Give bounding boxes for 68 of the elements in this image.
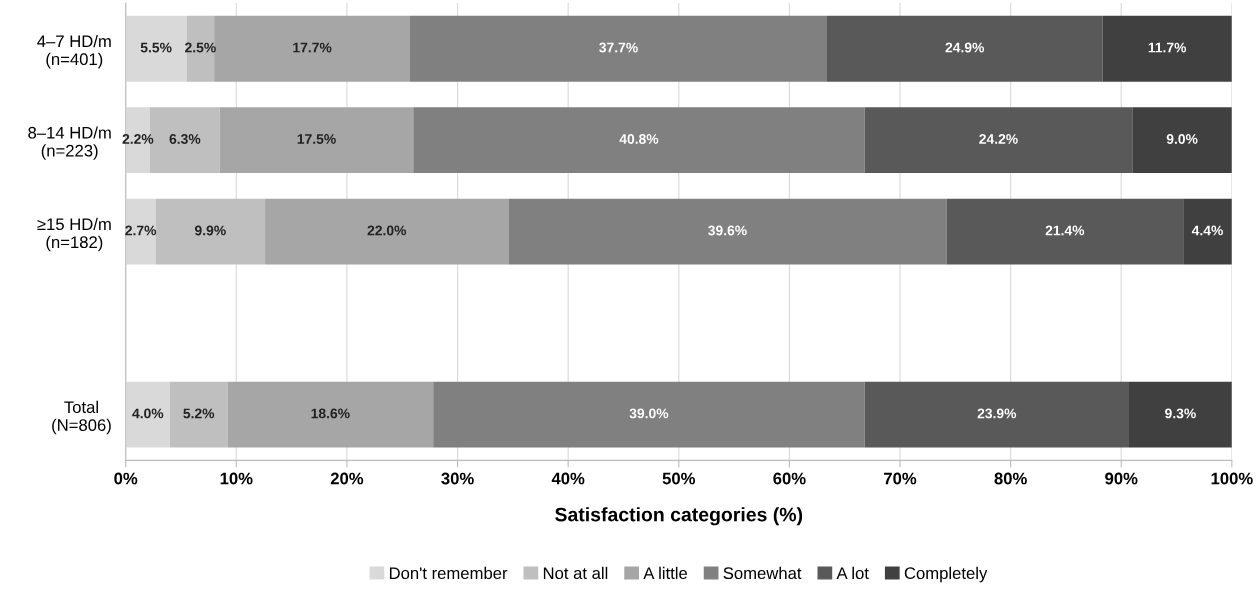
x-axis-title: Satisfaction categories (%) (555, 507, 803, 526)
bar (125, 15, 187, 82)
x-tick-label: 80% (994, 472, 1027, 485)
x-tick-label: 90% (1105, 472, 1138, 485)
legend-label: Somewhat (723, 566, 802, 580)
bar (827, 15, 1103, 82)
data-label: 17.7% (293, 42, 332, 53)
bar (1132, 107, 1232, 174)
bar (125, 381, 170, 448)
data-label: 39.6% (708, 225, 747, 236)
y-tick-label: Total (N=806) (52, 400, 111, 435)
x-tick-label: 60% (773, 472, 806, 485)
x-tick-label: 30% (441, 472, 474, 485)
legend-label: A little (643, 566, 688, 580)
data-label: 4.4% (1191, 225, 1223, 236)
legend-label: Don't remember (389, 566, 508, 580)
data-label: 23.9% (977, 408, 1017, 419)
legend-label: A lot (836, 566, 869, 580)
y-tick-label: 8–14 HD/m (n=223) (28, 126, 111, 160)
data-label: 40.8% (619, 134, 659, 144)
bar (227, 381, 434, 448)
data-label: 37.7% (599, 42, 638, 53)
data-label: 24.9% (945, 42, 985, 53)
data-label: 39.0% (629, 408, 669, 419)
bar (265, 198, 509, 265)
data-label: 9.0% (1166, 134, 1198, 144)
x-tick-label: 100% (1211, 472, 1253, 485)
bar (155, 198, 266, 265)
bar (864, 381, 1129, 448)
x-tick-label: 50% (662, 472, 696, 485)
bar (413, 107, 865, 174)
y-tick-label: ≥15 HD/m (n=182) (37, 217, 111, 252)
bar (125, 198, 156, 265)
data-label: 22.0% (367, 225, 407, 236)
bar (508, 198, 947, 265)
x-tick-label: 70% (884, 472, 917, 485)
data-label: 24.2% (979, 134, 1018, 144)
bar (186, 15, 215, 82)
data-label: 5.5% (140, 42, 172, 53)
x-tick-label: 10% (220, 472, 253, 485)
bar (1128, 381, 1232, 448)
data-label: 18.6% (311, 408, 350, 419)
bar (946, 198, 1184, 265)
data-label: 9.9% (194, 225, 226, 236)
data-label: 17.5% (297, 134, 336, 144)
x-tick-label: 40% (551, 472, 585, 485)
x-tick-label: 20% (330, 472, 364, 485)
bar (219, 107, 414, 174)
data-label: 2.2% (122, 134, 154, 144)
data-label: 4.0% (132, 408, 164, 419)
legend-label: Not at all (543, 566, 608, 580)
bar (214, 15, 410, 82)
data-label: 6.3% (169, 134, 201, 144)
data-label: 2.7% (125, 225, 157, 236)
y-tick-label: 4–7 HD/m (n=401) (37, 34, 111, 69)
bar (433, 381, 865, 448)
data-label: 9.3% (1165, 408, 1196, 419)
bar (864, 107, 1133, 174)
data-label: 2.5% (185, 42, 216, 53)
x-tick-label: 0% (114, 472, 138, 485)
data-label: 11.7% (1148, 42, 1187, 53)
data-label: 5.2% (183, 408, 215, 419)
data-label: 21.4% (1045, 225, 1085, 236)
bar (1183, 198, 1232, 265)
bar (409, 15, 828, 82)
bar (1102, 15, 1232, 82)
bar (169, 381, 228, 448)
legend-label: Completely (904, 566, 988, 583)
